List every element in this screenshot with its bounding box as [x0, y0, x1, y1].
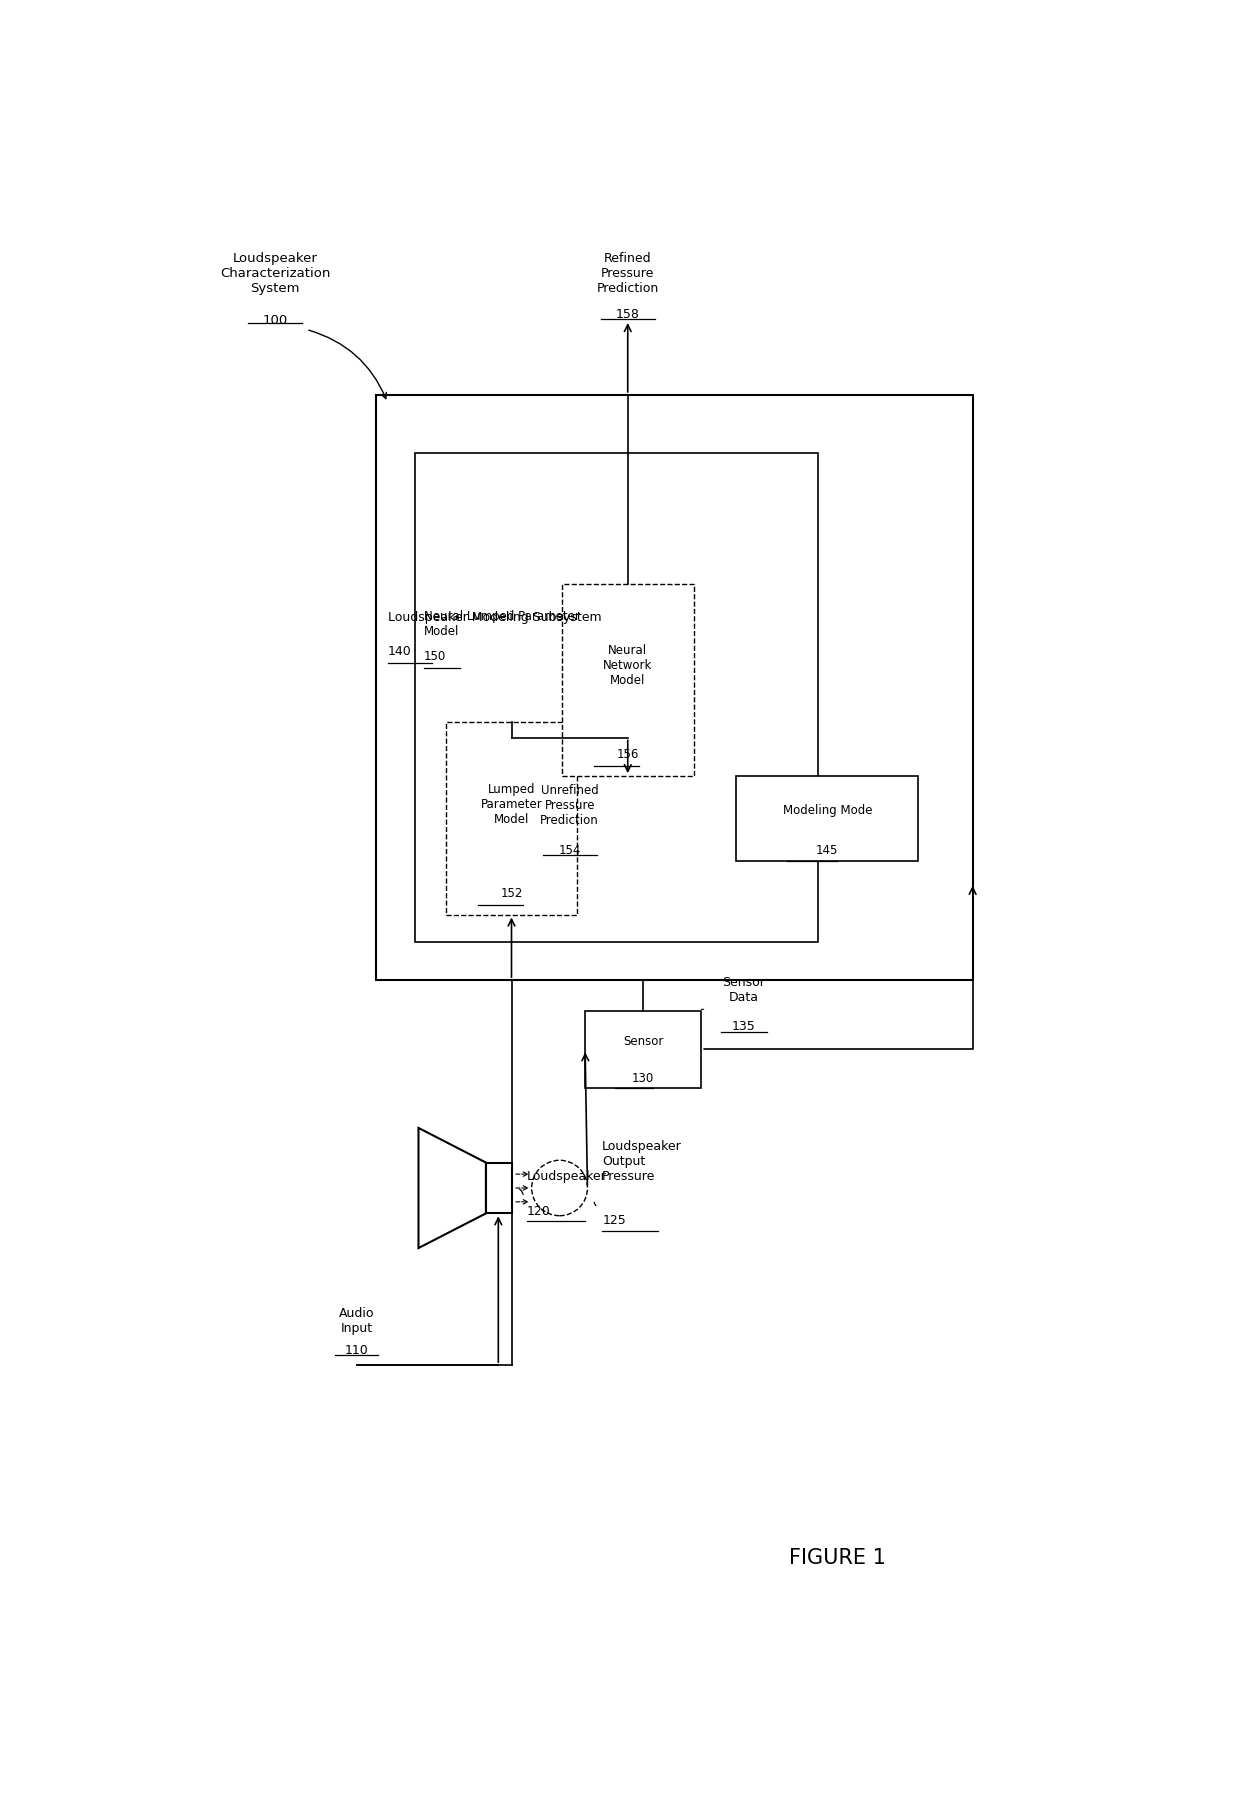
Text: Modeling Mode: Modeling Mode: [782, 804, 872, 816]
Text: 125: 125: [603, 1215, 626, 1227]
FancyBboxPatch shape: [414, 452, 817, 942]
Text: 135: 135: [732, 1020, 756, 1033]
Text: FIGURE 1: FIGURE 1: [789, 1548, 885, 1568]
Text: Loudspeaker
Characterization
System: Loudspeaker Characterization System: [219, 252, 330, 296]
Text: 150: 150: [424, 649, 446, 663]
Text: Refined
Pressure
Prediction: Refined Pressure Prediction: [596, 252, 658, 296]
FancyBboxPatch shape: [585, 1011, 702, 1088]
Text: Sensor
Data: Sensor Data: [723, 977, 765, 1004]
Text: 100: 100: [263, 314, 288, 326]
Text: 154: 154: [558, 843, 580, 856]
Text: 140: 140: [387, 645, 412, 658]
Text: Lumped
Parameter
Model: Lumped Parameter Model: [481, 784, 542, 825]
Text: Unrefined
Pressure
Prediction: Unrefined Pressure Prediction: [541, 784, 599, 827]
Text: Sensor: Sensor: [622, 1034, 663, 1049]
Text: 130: 130: [632, 1072, 655, 1085]
FancyBboxPatch shape: [376, 395, 972, 980]
FancyBboxPatch shape: [562, 584, 693, 777]
Text: 158: 158: [616, 308, 640, 321]
Text: 110: 110: [345, 1344, 368, 1357]
Text: 145: 145: [816, 843, 838, 858]
Text: Audio
Input: Audio Input: [339, 1306, 374, 1335]
Text: Loudspeaker
Output
Pressure: Loudspeaker Output Pressure: [603, 1139, 682, 1182]
Text: 152: 152: [500, 887, 523, 899]
Text: 120: 120: [527, 1204, 551, 1218]
Text: Loudspeaker: Loudspeaker: [527, 1169, 606, 1182]
Text: Neural Lumped Parameter
Model: Neural Lumped Parameter Model: [424, 609, 580, 638]
Text: Loudspeaker Modeling Subsystem: Loudspeaker Modeling Subsystem: [387, 611, 601, 623]
Text: Neural
Network
Model: Neural Network Model: [603, 645, 652, 687]
Text: 156: 156: [616, 748, 639, 760]
FancyBboxPatch shape: [737, 777, 919, 861]
FancyBboxPatch shape: [445, 723, 578, 915]
